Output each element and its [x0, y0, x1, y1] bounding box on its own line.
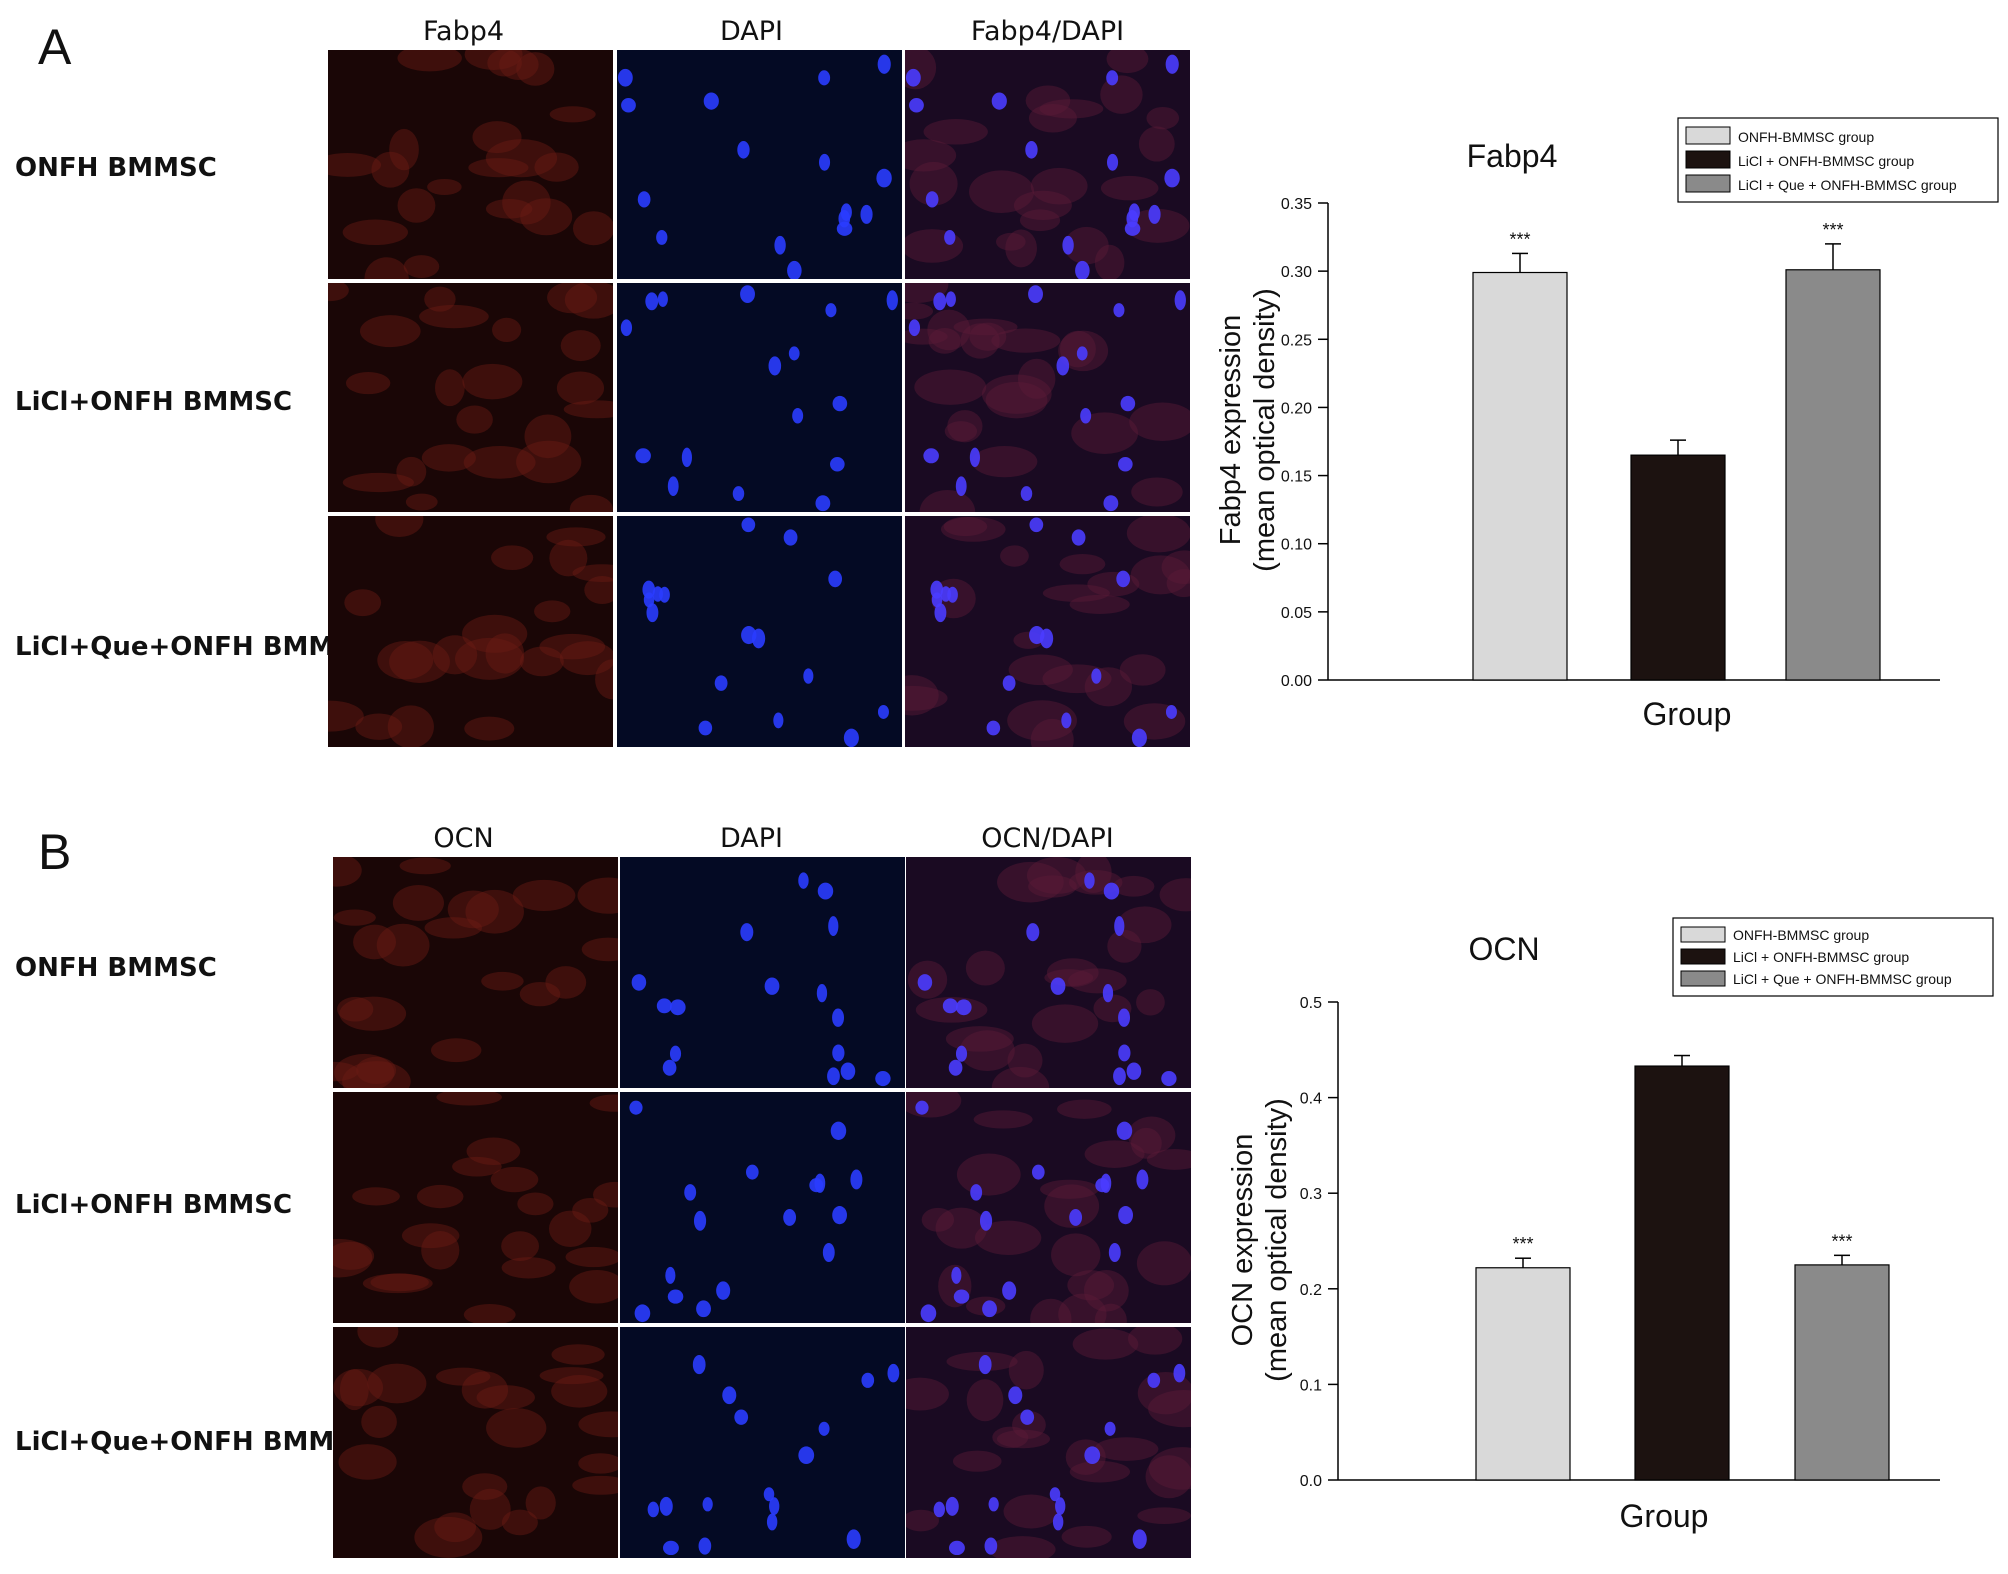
micrograph-a-r2-red — [328, 283, 613, 512]
y-tick-label: 0.30 — [1281, 264, 1312, 281]
legend-label-2: LiCl + ONFH-BMMSC group — [1733, 949, 1909, 965]
bar-1 — [1472, 271, 1568, 681]
legend: ONFH-BMMSC group LiCl + ONFH-BMMSC group L… — [1672, 917, 1994, 997]
legend-swatch-3 — [1680, 970, 1726, 987]
panel-letter-a: A — [38, 19, 72, 75]
micrograph-a-r1-merge — [905, 50, 1190, 279]
micrograph-b-r2-merge — [906, 1092, 1191, 1323]
x-axis-label: Group — [1643, 696, 1732, 732]
y-axis-label-line2: (mean optical density) — [1249, 288, 1281, 572]
column-label-merge-b: OCN/DAPI — [981, 823, 1114, 854]
y-tick-label: 0.1 — [1300, 1377, 1322, 1394]
legend-swatch-3 — [1685, 174, 1731, 193]
row-label-onfh-bmmsc-b: ONFH BMMSC — [15, 953, 217, 983]
row-label-licl-onfh-bmmsc: LiCl+ONFH BMMSC — [15, 387, 293, 417]
row-label-licl-onfh-bmmsc-b: LiCl+ONFH BMMSC — [15, 1190, 293, 1220]
y-axis-label: OCN expression(mean optical density) — [1227, 1098, 1293, 1382]
column-label-ocn: OCN — [433, 823, 494, 854]
row-label-licl-que-onfh-bmmsc: LiCl+Que+ONFH BMMSC — [15, 632, 373, 662]
significance-marker-1: *** — [1512, 1234, 1533, 1254]
micrograph-a-r2-dapi — [617, 283, 902, 512]
y-tick-label: 0.5 — [1300, 995, 1322, 1012]
y-tick-label: 0.4 — [1300, 1091, 1322, 1108]
y-axis-label-line2: (mean optical density) — [1261, 1098, 1293, 1382]
micrograph-b-r2-dapi — [620, 1092, 905, 1323]
column-label-fabp4: Fabp4 — [422, 16, 505, 47]
micrograph-a-r1-red — [328, 50, 613, 279]
chart-0: 0.00 0.05 0.10 0.15 0.20 0.25 0.30 0.35 *** *** Fa… — [1215, 117, 1999, 732]
row-label-licl-que-onfh-bmmsc-b: LiCl+Que+ONFH BMMSC — [15, 1427, 373, 1457]
legend-swatch-1 — [1685, 126, 1731, 145]
micrograph-a-r1-dapi — [617, 50, 902, 279]
legend-box — [1672, 917, 1994, 997]
column-label-merge: Fabp4/DAPI — [970, 16, 1125, 47]
y-tick-label: 0.3 — [1300, 1186, 1322, 1203]
micrograph-b-r1-merge — [906, 857, 1191, 1088]
significance-marker-3: *** — [1831, 1231, 1852, 1251]
row-label-onfh-bmmsc: ONFH BMMSC — [15, 153, 217, 183]
x-axis-label: Group — [1620, 1498, 1709, 1534]
micrograph-a-r3-merge — [905, 516, 1190, 747]
y-tick-label: 0.00 — [1281, 673, 1312, 690]
bar-3 — [1794, 1264, 1890, 1481]
legend-box — [1677, 117, 1999, 203]
legend-label-3: LiCl + Que + ONFH-BMMSC group — [1738, 177, 1957, 193]
y-tick-label: 0.25 — [1281, 332, 1312, 349]
column-label-dapi: DAPI — [719, 16, 784, 47]
significance-marker-1: *** — [1509, 229, 1530, 249]
y-tick-label: 0.20 — [1281, 400, 1312, 417]
y-tick-label: 0.10 — [1281, 537, 1312, 554]
micrograph-a-r3-red — [328, 516, 613, 747]
chart-title: OCN — [1468, 931, 1539, 967]
micrograph-b-r1-dapi — [620, 857, 905, 1088]
y-tick-label: 0.05 — [1281, 605, 1312, 622]
legend-label-1: ONFH-BMMSC group — [1733, 927, 1869, 943]
chart-title: Fabp4 — [1467, 138, 1558, 174]
y-axis-label-line1: OCN expression — [1227, 1134, 1259, 1347]
chart-1: 0.0 0.1 0.2 0.3 0.4 0.5 *** *** OCN Group OCN expr… — [1227, 917, 1994, 1534]
micrograph-a-r3-dapi — [617, 516, 902, 747]
legend-swatch-2 — [1685, 150, 1731, 169]
y-tick-label: 0.0 — [1300, 1473, 1322, 1490]
panel-letter-b: B — [38, 824, 72, 880]
y-tick-label: 0.2 — [1300, 1282, 1322, 1299]
y-tick-label: 0.35 — [1281, 196, 1312, 213]
bar-2 — [1630, 454, 1726, 681]
micrograph-b-r3-dapi — [620, 1327, 905, 1558]
micrograph-a-r2-merge — [905, 283, 1190, 512]
micrograph-b-r3-merge — [906, 1327, 1191, 1558]
bar-1 — [1475, 1267, 1571, 1481]
legend-label-1: ONFH-BMMSC group — [1738, 129, 1874, 145]
micrograph-b-r2-red — [333, 1092, 618, 1323]
y-axis-label-line1: Fabp4 expression — [1215, 315, 1247, 546]
legend-swatch-1 — [1680, 926, 1726, 943]
legend-label-2: LiCl + ONFH-BMMSC group — [1738, 153, 1914, 169]
bar-3 — [1785, 269, 1881, 681]
legend: ONFH-BMMSC group LiCl + ONFH-BMMSC group L… — [1677, 117, 1999, 203]
significance-marker-3: *** — [1822, 220, 1843, 240]
y-axis-label: Fabp4 expression(mean optical density) — [1215, 288, 1281, 572]
y-tick-label: 0.15 — [1281, 469, 1312, 486]
micrograph-b-r3-red — [333, 1327, 618, 1558]
bar-2 — [1634, 1065, 1730, 1481]
legend-swatch-2 — [1680, 948, 1726, 965]
column-label-dapi-b: DAPI — [719, 823, 784, 854]
legend-label-3: LiCl + Que + ONFH-BMMSC group — [1733, 971, 1952, 987]
micrograph-b-r1-red — [333, 857, 618, 1088]
